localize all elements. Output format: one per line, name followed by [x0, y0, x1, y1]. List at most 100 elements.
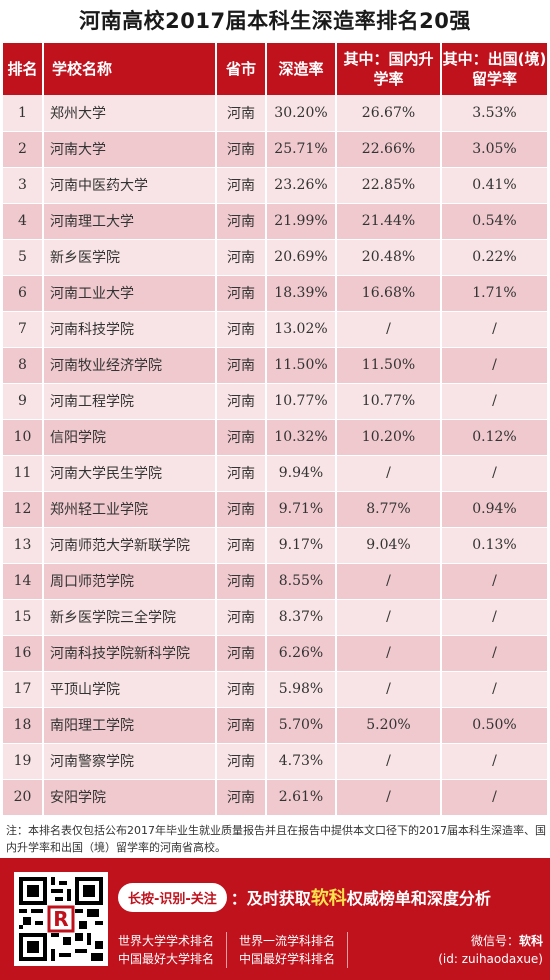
- slogan-brand: 软科: [310, 888, 347, 909]
- province-cell: 河南: [216, 491, 267, 528]
- further-study-rate-cell: 23.26%: [266, 167, 337, 204]
- header-domestic-rate: 其中：国内升学率: [336, 43, 442, 95]
- school-name-cell: 河南师范大学新联学院: [43, 527, 217, 564]
- rank-cell: 19: [3, 743, 44, 780]
- abroad-rate-cell: 1.71%: [441, 275, 547, 312]
- school-name-cell: 河南科技学院: [43, 311, 217, 348]
- wechat-brand: 软科: [518, 934, 543, 948]
- footer-link-world-subject[interactable]: 世界一流学科排名: [239, 934, 336, 948]
- further-study-rate-cell: 30.20%: [266, 95, 337, 132]
- further-study-rate-cell: 25.71%: [266, 131, 337, 168]
- slogan-prefix: ：及时获取: [230, 889, 311, 908]
- domestic-rate-cell: 22.85%: [336, 167, 442, 204]
- header-rank: 排名: [3, 43, 44, 95]
- province-cell: 河南: [216, 311, 267, 348]
- rank-cell: 14: [3, 563, 44, 600]
- province-cell: 河南: [216, 599, 267, 636]
- domestic-rate-cell: /: [336, 779, 442, 816]
- domestic-rate-cell: 10.77%: [336, 383, 442, 420]
- table-row: 14 周口师范学院 河南 8.55% / /: [3, 563, 547, 600]
- abroad-rate-cell: /: [441, 599, 547, 636]
- footnote: 注：本排名表仅包括公布2017年毕业生就业质量报告并且在报告中提供本文口径下的2…: [6, 824, 546, 854]
- further-study-rate-cell: 2.61%: [266, 779, 337, 816]
- further-study-rate-cell: 8.55%: [266, 563, 337, 600]
- school-name-cell: 平顶山学院: [43, 671, 217, 708]
- further-study-rate-cell: 10.77%: [266, 383, 337, 420]
- province-cell: 河南: [216, 239, 267, 276]
- school-name-cell: 河南理工大学: [43, 203, 217, 240]
- svg-text:R: R: [53, 907, 68, 931]
- domestic-rate-cell: /: [336, 743, 442, 780]
- follow-slogan: 长按-识别-关注 ：及时获取软科权威榜单和深度分析: [118, 880, 491, 914]
- domestic-rate-cell: 10.20%: [336, 419, 442, 456]
- school-name-cell: 河南中医药大学: [43, 167, 217, 204]
- table-row: 20 安阳学院 河南 2.61% / /: [3, 779, 547, 816]
- domestic-rate-cell: /: [336, 563, 442, 600]
- further-study-rate-cell: 20.69%: [266, 239, 337, 276]
- rank-cell: 16: [3, 635, 44, 672]
- wechat-id: (id: zuihaodaxue): [438, 952, 543, 966]
- abroad-rate-cell: /: [441, 383, 547, 420]
- school-name-cell: 河南科技学院新科学院: [43, 635, 217, 672]
- footer-links: 世界大学学术排名 中国最好大学排名 世界一流学科排名 中国最好学科排名 微信号：…: [118, 928, 543, 972]
- domestic-rate-cell: 22.66%: [336, 131, 442, 168]
- follow-pill[interactable]: 长按-识别-关注: [118, 882, 227, 912]
- further-study-rate-cell: 9.71%: [266, 491, 337, 528]
- wechat-info: 微信号：软科 (id: zuihaodaxue): [348, 932, 543, 968]
- footer-link-world-academic[interactable]: 世界大学学术排名: [118, 934, 215, 948]
- ranking-table: 排名 学校名称 省市 深造率 其中：国内升学率 其中：出国(境)留学率 1 郑州大…: [3, 43, 547, 816]
- rank-cell: 6: [3, 275, 44, 312]
- school-name-cell: 河南大学民生学院: [43, 455, 217, 492]
- school-name-cell: 河南警察学院: [43, 743, 217, 780]
- rank-cell: 5: [3, 239, 44, 276]
- province-cell: 河南: [216, 95, 267, 132]
- province-cell: 河南: [216, 635, 267, 672]
- table-row: 17 平顶山学院 河南 5.98% / /: [3, 671, 547, 708]
- abroad-rate-cell: /: [441, 563, 547, 600]
- table-row: 9 河南工程学院 河南 10.77% 10.77% /: [3, 383, 547, 420]
- abroad-rate-cell: 0.50%: [441, 707, 547, 744]
- further-study-rate-cell: 13.02%: [266, 311, 337, 348]
- header-abroad-rate: 其中：出国(境)留学率: [441, 43, 547, 95]
- table-row: 4 河南理工大学 河南 21.99% 21.44% 0.54%: [3, 203, 547, 240]
- table-row: 11 河南大学民生学院 河南 9.94% / /: [3, 455, 547, 492]
- table-row: 16 河南科技学院新科学院 河南 6.26% / /: [3, 635, 547, 672]
- further-study-rate-cell: 5.98%: [266, 671, 337, 708]
- abroad-rate-cell: /: [441, 455, 547, 492]
- province-cell: 河南: [216, 275, 267, 312]
- table-row: 15 新乡医学院三全学院 河南 8.37% / /: [3, 599, 547, 636]
- footer-link-china-university[interactable]: 中国最好大学排名: [118, 952, 215, 966]
- abroad-rate-cell: 0.22%: [441, 239, 547, 276]
- province-cell: 河南: [216, 779, 267, 816]
- table-row: 10 信阳学院 河南 10.32% 10.20% 0.12%: [3, 419, 547, 456]
- wechat-label: 微信号：: [470, 934, 519, 948]
- further-study-rate-cell: 8.37%: [266, 599, 337, 636]
- province-cell: 河南: [216, 563, 267, 600]
- table-row: 5 新乡医学院 河南 20.69% 20.48% 0.22%: [3, 239, 547, 276]
- table-header-row: 排名 学校名称 省市 深造率 其中：国内升学率 其中：出国(境)留学率: [3, 43, 547, 95]
- footer-link-china-subject[interactable]: 中国最好学科排名: [239, 952, 336, 966]
- slogan-text: ：及时获取软科权威榜单和深度分析: [231, 884, 491, 910]
- domestic-rate-cell: /: [336, 635, 442, 672]
- rank-cell: 10: [3, 419, 44, 456]
- school-name-cell: 河南牧业经济学院: [43, 347, 217, 384]
- province-cell: 河南: [216, 203, 267, 240]
- province-cell: 河南: [216, 455, 267, 492]
- school-name-cell: 安阳学院: [43, 779, 217, 816]
- province-cell: 河南: [216, 671, 267, 708]
- abroad-rate-cell: 3.53%: [441, 95, 547, 132]
- table-body: 1 郑州大学 河南 30.20% 26.67% 3.53% 2 河南大学 河南 25.71% 22.…: [3, 95, 547, 816]
- abroad-rate-cell: /: [441, 635, 547, 672]
- abroad-rate-cell: 0.41%: [441, 167, 547, 204]
- slogan-suffix: 权威榜单和深度分析: [346, 889, 491, 908]
- rank-cell: 20: [3, 779, 44, 816]
- table-row: 7 河南科技学院 河南 13.02% / /: [3, 311, 547, 348]
- further-study-rate-cell: 5.70%: [266, 707, 337, 744]
- rank-cell: 11: [3, 455, 44, 492]
- qr-code-icon[interactable]: R: [14, 872, 108, 966]
- further-study-rate-cell: 11.50%: [266, 347, 337, 384]
- abroad-rate-cell: /: [441, 743, 547, 780]
- rank-cell: 1: [3, 95, 44, 132]
- table-row: 3 河南中医药大学 河南 23.26% 22.85% 0.41%: [3, 167, 547, 204]
- rank-cell: 17: [3, 671, 44, 708]
